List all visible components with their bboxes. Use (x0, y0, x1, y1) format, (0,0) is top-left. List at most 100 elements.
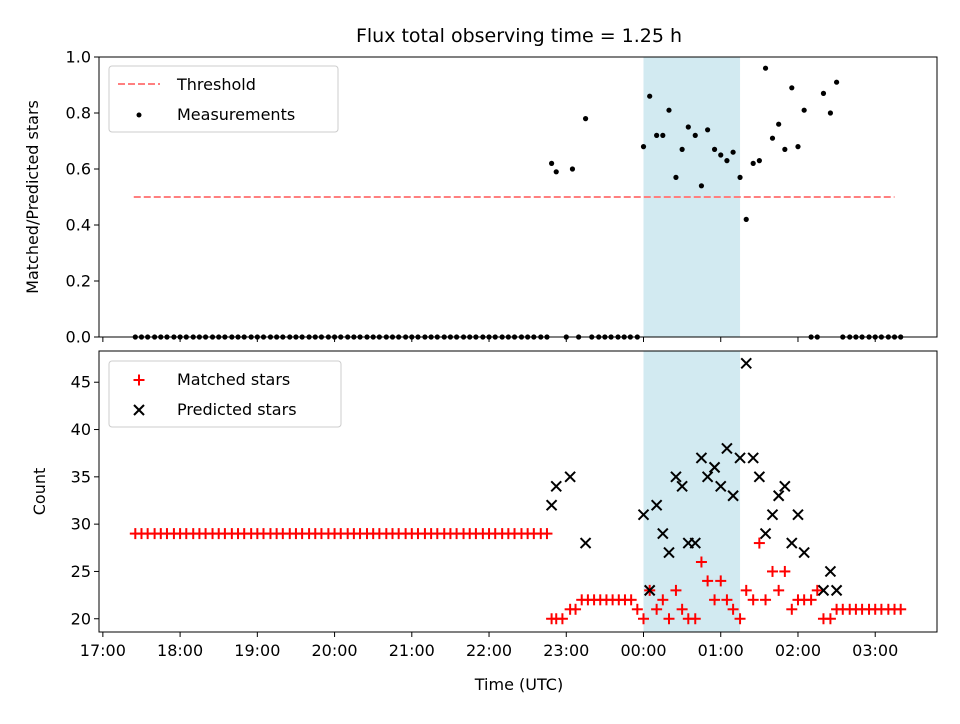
y-tick-label: 0.8 (66, 104, 91, 123)
predicted-point (759, 527, 772, 540)
x-tick-label: 01:00 (698, 641, 744, 660)
matched-point (824, 613, 836, 625)
measurement-point (553, 169, 559, 175)
y-tick-label: 20 (71, 609, 91, 628)
matched-point (805, 594, 817, 606)
measurement-point (640, 144, 647, 150)
predicted-point (792, 508, 804, 521)
predicted-point (663, 546, 675, 559)
measurement-point (820, 90, 827, 96)
legend-x-marker (133, 404, 145, 416)
measurement-point (692, 132, 698, 138)
y-tick-label: 1.0 (66, 48, 91, 67)
legend-predicted-swatch (133, 404, 145, 416)
predicted-stars-series (545, 357, 843, 597)
y-tick-label: 0.4 (66, 216, 91, 235)
matched-point (695, 556, 707, 568)
top-x-ticks (102, 337, 876, 342)
x-tick-label: 02:00 (775, 641, 821, 660)
chart-title: Flux total observing time = 1.25 h (356, 25, 682, 47)
matched-point (766, 565, 778, 577)
measurements-series (132, 65, 904, 340)
predicted-point (830, 584, 843, 597)
measurement-point (654, 132, 660, 138)
matched-point (721, 594, 733, 606)
bottom-y-axis-label: Count (30, 468, 49, 516)
matched-point (631, 603, 643, 615)
legend-matched-swatch (133, 374, 145, 386)
matched-point (625, 594, 637, 606)
matched-point (689, 613, 701, 625)
measurement-point (737, 174, 743, 180)
predicted-point (753, 471, 766, 483)
predicted-point (670, 471, 682, 483)
x-tick-label: 03:00 (852, 641, 898, 660)
measurement-point (666, 107, 672, 113)
matched-point (760, 594, 772, 606)
bottom-x-ticks: 17:00 18:00 19:00 20:00 21:00 22:00 23:00 00:00… (80, 632, 898, 660)
measurement-point (711, 146, 718, 152)
predicted-point (817, 584, 830, 597)
measurement-point (782, 146, 788, 152)
predicted-point (701, 471, 714, 483)
measurement-point (647, 93, 653, 99)
predicted-point (740, 357, 752, 370)
measurement-point (776, 121, 782, 127)
measurement-point (698, 183, 705, 189)
matched-point (702, 575, 714, 587)
measurement-point (673, 174, 679, 180)
bottom-legend: Matched stars Predicted stars (108, 360, 342, 428)
matched-point (541, 528, 553, 540)
measurement-point (660, 132, 666, 138)
matched-point (727, 603, 739, 615)
x-tick-label: 23:00 (543, 641, 589, 660)
predicted-point (689, 537, 701, 549)
predicted-point (715, 480, 727, 493)
matched-point (895, 603, 907, 615)
legend-predicted-label: Predicted stars (177, 400, 297, 419)
top-y-ticks: 0.0 0.2 0.4 0.6 0.8 1.0 (66, 48, 99, 347)
matched-stars-series (129, 528, 907, 625)
predicted-point (772, 490, 785, 502)
predicted-point (564, 471, 576, 483)
measurement-point (762, 65, 769, 71)
y-tick-label: 0.0 (66, 328, 91, 347)
x-tick-label: 21:00 (389, 641, 435, 660)
measurement-point (743, 216, 749, 222)
matched-point (753, 537, 765, 549)
x-tick-label: 18:00 (157, 641, 203, 660)
matched-point (779, 565, 791, 577)
matched-point (734, 613, 746, 625)
measurement-point (750, 160, 756, 166)
measurement-point (833, 79, 840, 85)
legend-threshold-label: Threshold (176, 75, 256, 94)
measurement-point (548, 160, 555, 166)
legend-measurements-swatch (136, 112, 142, 118)
y-tick-label: 0.6 (66, 160, 91, 179)
legend-measurements-label: Measurements (177, 105, 295, 124)
measurement-point (827, 110, 834, 116)
measurement-point (724, 158, 730, 164)
matched-point (715, 575, 727, 587)
predicted-point (657, 527, 669, 540)
predicted-point (766, 508, 779, 521)
top-panel: 0.0 0.2 0.4 0.6 0.8 1.0 Matched/Predicted sta… (23, 48, 938, 347)
matched-point (556, 613, 568, 625)
y-tick-label: 30 (71, 515, 91, 534)
matched-point (811, 584, 823, 596)
x-axis-label: Time (UTC) (474, 675, 563, 694)
legend-plus-marker (133, 374, 145, 386)
measurement-point (569, 166, 576, 172)
x-tick-label: 17:00 (80, 641, 126, 660)
matched-point (709, 594, 721, 606)
y-tick-label: 25 (71, 562, 91, 581)
matched-point (676, 603, 688, 615)
predicted-point (708, 461, 721, 474)
predicted-point (579, 537, 592, 549)
predicted-point (824, 565, 837, 578)
bottom-legend-box (108, 360, 342, 428)
measurement-point (769, 135, 776, 141)
predicted-point (779, 480, 791, 493)
x-tick-label: 00:00 (620, 641, 666, 660)
